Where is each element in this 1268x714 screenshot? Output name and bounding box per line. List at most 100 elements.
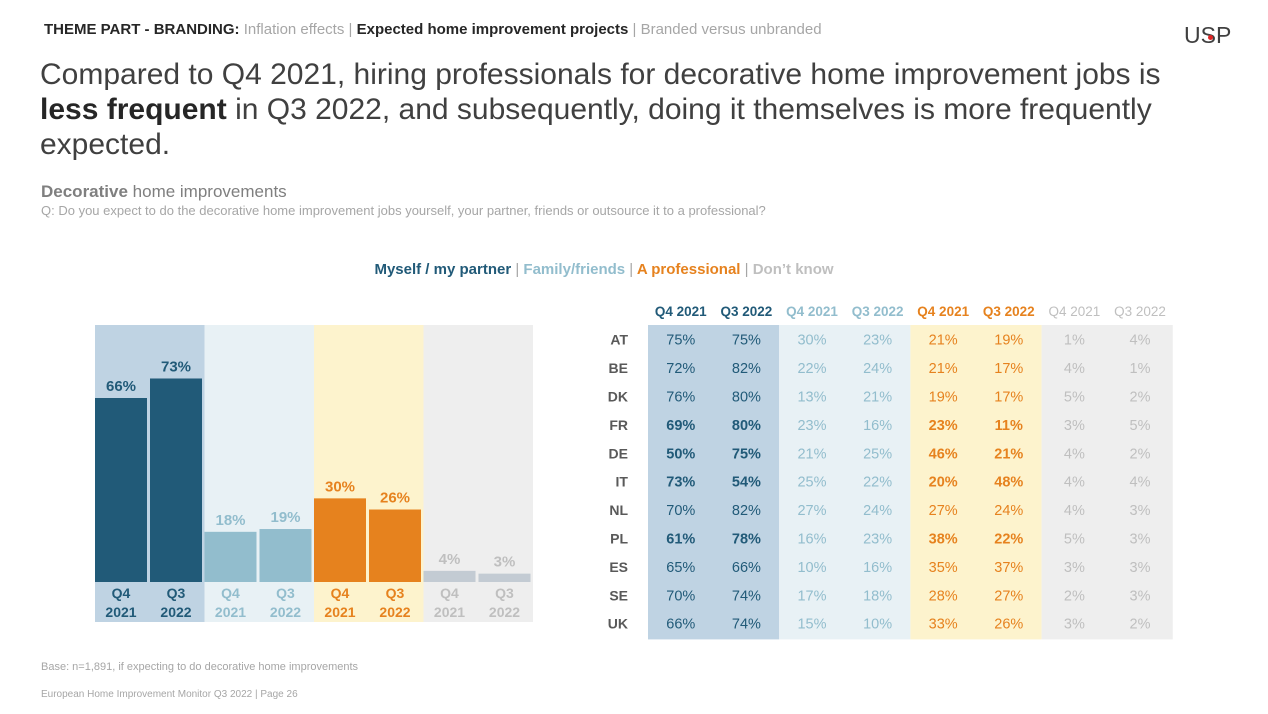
table-cell: 33%	[929, 617, 958, 633]
headline-emphasis: less frequent	[40, 93, 227, 126]
bar-value-label: 4%	[439, 551, 461, 568]
table-cell: 19%	[994, 333, 1023, 349]
legend-separator: |	[744, 261, 749, 278]
bar-category-label: Q4	[112, 585, 131, 601]
table-group-background	[1041, 325, 1173, 640]
table-cell: 25%	[797, 475, 826, 491]
table-cell: 22%	[797, 361, 826, 377]
table-cell: 19%	[929, 390, 958, 406]
table-cell: 4%	[1064, 361, 1085, 377]
bar-category-label: Q3	[276, 585, 295, 601]
bar-category-label: Q4	[440, 585, 459, 601]
bar-category-label: Q4	[221, 585, 240, 601]
table-cell: 1%	[1130, 361, 1151, 377]
table-cell: 18%	[863, 588, 892, 604]
table-cell: 80%	[732, 390, 761, 406]
breadcrumb-item-branded[interactable]: Branded versus unbranded	[640, 21, 822, 38]
table-cell: 3%	[1064, 617, 1085, 633]
table-group-background	[779, 325, 911, 640]
breadcrumb-item-expected-projects[interactable]: Expected home improvement projects	[356, 21, 629, 38]
table-cell: 10%	[797, 560, 826, 576]
table-row-country: DE	[609, 445, 628, 461]
subtitle-bold: Decorative	[41, 182, 128, 201]
table-cell: 17%	[797, 588, 826, 604]
table-cell: 3%	[1130, 532, 1151, 548]
bar	[478, 573, 531, 582]
bar-category-label: Q3	[495, 585, 514, 601]
bar-category-label: 2021	[105, 604, 136, 620]
table-cell: 25%	[863, 446, 892, 462]
table-group-background	[648, 325, 780, 640]
bar-category-label: Q3	[386, 585, 405, 601]
headline-part1: Compared to Q4 2021, hiring professional…	[40, 58, 1161, 91]
table-cell: 4%	[1064, 475, 1085, 491]
legend-item-dont-know: Don’t know	[752, 261, 834, 278]
table-cell: 16%	[863, 560, 892, 576]
table-column-header: Q3 2022	[983, 304, 1035, 319]
bar-category-label: 2022	[379, 604, 410, 620]
table-row-country: BE	[609, 360, 628, 376]
table-cell: 26%	[994, 617, 1023, 633]
headline-part2: in Q3 2022, and subsequently, doing it t…	[40, 93, 1152, 161]
table-cell: 75%	[666, 333, 695, 349]
page-footer: European Home Improvement Monitor Q3 202…	[41, 689, 298, 700]
table-group-background	[910, 325, 1042, 640]
table-row-country: FR	[609, 417, 628, 433]
table-cell: 37%	[994, 560, 1023, 576]
bar-category-label: 2022	[489, 604, 520, 620]
table-cell: 27%	[929, 503, 958, 519]
table-row-country: NL	[609, 502, 628, 518]
table-cell: 28%	[929, 588, 958, 604]
survey-question: Q: Do you expect to do the decorative ho…	[41, 203, 766, 218]
legend-item-myself: Myself / my partner	[374, 261, 512, 278]
table-row-country: AT	[610, 332, 628, 348]
breadcrumb-separator: |	[348, 21, 353, 38]
table-cell: 16%	[863, 418, 892, 434]
table-cell: 24%	[863, 361, 892, 377]
table-cell: 4%	[1130, 333, 1151, 349]
table-cell: 11%	[995, 418, 1023, 434]
table-cell: 3%	[1130, 588, 1151, 604]
table-cell: 13%	[797, 390, 826, 406]
table-cell: 2%	[1130, 446, 1151, 462]
table-cell: 3%	[1064, 418, 1085, 434]
table-cell: 21%	[929, 333, 958, 349]
table-column-header: Q4 2021	[786, 304, 838, 319]
table-cell: 3%	[1130, 503, 1151, 519]
bar	[95, 398, 147, 582]
bar	[369, 509, 421, 582]
table-column-header: Q3 2022	[1114, 304, 1166, 319]
chart-legend: Myself / my partner | Family/friends | A…	[0, 261, 1208, 278]
table-cell: 2%	[1130, 390, 1151, 406]
table-cell: 17%	[994, 390, 1023, 406]
table-cell: 73%	[666, 475, 695, 491]
table-cell: 78%	[732, 532, 761, 548]
table-cell: 2%	[1130, 617, 1151, 633]
table-cell: 70%	[666, 588, 695, 604]
bar	[204, 531, 257, 582]
table-row-country: UK	[608, 616, 628, 632]
table-cell: 23%	[929, 418, 958, 434]
table-cell: 5%	[1064, 532, 1085, 548]
bar-value-label: 3%	[494, 554, 516, 571]
table-cell: 74%	[732, 588, 761, 604]
table-cell: 24%	[863, 503, 892, 519]
bar-value-label: 66%	[106, 378, 136, 395]
table-cell: 54%	[732, 475, 761, 491]
table-column-header: Q4 2021	[655, 304, 707, 319]
table-cell: 74%	[732, 617, 761, 633]
bar	[314, 498, 366, 582]
breadcrumb-item-inflation[interactable]: Inflation effects	[243, 21, 345, 38]
table-cell: 27%	[797, 503, 826, 519]
table-cell: 21%	[994, 446, 1023, 462]
bar-category-label: Q4	[331, 585, 350, 601]
table-cell: 4%	[1130, 475, 1151, 491]
table-cell: 5%	[1064, 390, 1085, 406]
page-title: Compared to Q4 2021, hiring professional…	[40, 57, 1180, 162]
table-cell: 48%	[994, 475, 1023, 491]
table-column-header: Q4 2021	[917, 304, 969, 319]
table-cell: 17%	[994, 361, 1023, 377]
table-cell: 75%	[732, 333, 761, 349]
table-column-header: Q3 2022	[852, 304, 904, 319]
